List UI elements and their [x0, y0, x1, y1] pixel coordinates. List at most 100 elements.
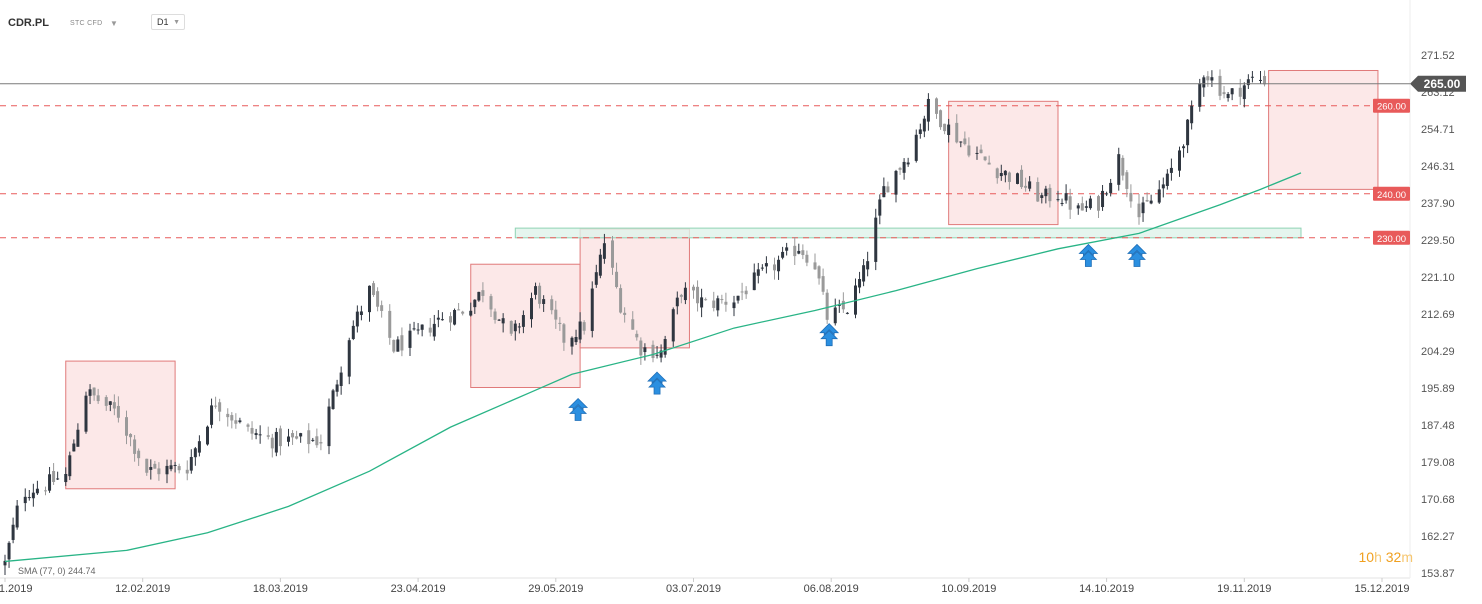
- candle-body: [1028, 181, 1032, 189]
- candle-body: [250, 427, 254, 434]
- candle-body: [1016, 173, 1019, 184]
- candle-body: [959, 141, 963, 143]
- candle-body: [311, 439, 315, 441]
- candle-body: [1007, 172, 1011, 182]
- x-tick-label: 10.09.2019: [941, 583, 996, 595]
- candle-body: [137, 450, 141, 459]
- candle-body: [781, 251, 785, 258]
- candle-body: [432, 323, 436, 337]
- candle-body: [145, 458, 149, 473]
- candle-body: [1230, 88, 1234, 95]
- price-level-badge: [1373, 230, 1410, 245]
- arrow-up-icon: [819, 323, 840, 336]
- support-band: [514, 227, 1302, 239]
- candle-body: [858, 279, 862, 288]
- candle-body: [635, 333, 639, 338]
- y-tick-label: 237.90: [1421, 198, 1455, 210]
- candle-body: [898, 167, 902, 170]
- timer-hours: 10: [1358, 549, 1375, 565]
- candle-body: [1242, 85, 1246, 100]
- candle-body: [521, 315, 525, 327]
- candle-body: [1210, 77, 1214, 81]
- candle-body: [801, 250, 805, 256]
- candle-body: [987, 162, 991, 165]
- chevron-down-icon: ▼: [173, 18, 180, 26]
- y-tick-label: 271.52: [1421, 50, 1455, 62]
- candle-body: [902, 161, 906, 173]
- candle-body: [590, 288, 594, 331]
- candle-body: [663, 339, 667, 355]
- candle-body: [882, 186, 886, 198]
- candle-body: [793, 245, 797, 257]
- candle-body: [48, 474, 52, 491]
- candle-body: [388, 310, 392, 338]
- candle-body: [817, 266, 821, 279]
- candle-body: [368, 285, 371, 313]
- candle-body: [173, 464, 177, 466]
- candle-body: [1226, 93, 1230, 99]
- candle-body: [825, 292, 829, 320]
- candle-body: [615, 271, 619, 288]
- candle-body: [473, 299, 477, 308]
- candle-body: [266, 435, 270, 437]
- candle-body: [428, 327, 432, 333]
- arrow-up-icon: [819, 323, 840, 347]
- candle-body: [1056, 199, 1060, 201]
- candle-body: [1157, 189, 1161, 203]
- candle-body: [493, 311, 497, 320]
- candle-body: [416, 329, 420, 331]
- candle-body: [206, 426, 209, 445]
- candle-body: [481, 290, 485, 296]
- y-tick-label: 179.08: [1421, 457, 1455, 469]
- candle-body: [133, 439, 137, 454]
- symbol-label[interactable]: CDR.PL: [8, 17, 49, 29]
- candle-body: [7, 542, 11, 560]
- candle-body: [234, 420, 238, 424]
- candle-body: [878, 199, 882, 216]
- arrow-up-icon: [1127, 243, 1147, 267]
- candle-body: [550, 299, 554, 311]
- price-level-label: 240.00: [1377, 190, 1406, 201]
- candle-body: [193, 448, 197, 458]
- candle-body: [752, 272, 756, 291]
- candle-body: [538, 285, 542, 304]
- chevron-down-icon[interactable]: ▼: [110, 18, 118, 28]
- candle-body: [631, 319, 635, 330]
- sma-legend[interactable]: SMA (77, 0) 244.74: [18, 566, 96, 576]
- candle-body: [177, 466, 181, 471]
- candle-body: [1246, 79, 1250, 86]
- candle-body: [104, 397, 108, 406]
- x-tick-label: 23.04.2019: [391, 583, 446, 595]
- y-tick-label: 187.48: [1421, 420, 1455, 432]
- candle-body: [1149, 200, 1153, 204]
- candle-body: [165, 465, 169, 475]
- x-tick-label: 14.10.2019: [1079, 583, 1134, 595]
- candle-body: [412, 328, 416, 330]
- candle-body: [108, 401, 112, 405]
- candle-body: [935, 98, 938, 114]
- candle-body: [611, 240, 614, 268]
- candle-body: [866, 261, 870, 270]
- candle-body: [258, 434, 262, 436]
- candle-body: [1222, 92, 1226, 95]
- candle-body: [578, 321, 582, 340]
- candle-body: [995, 168, 999, 179]
- candle-body: [72, 443, 76, 452]
- candle-body: [1121, 157, 1125, 176]
- candle-body: [1088, 198, 1092, 209]
- arrow-up-icon: [1079, 250, 1098, 267]
- candle-body: [736, 295, 740, 301]
- timeframe-select[interactable]: D1 ▼: [151, 14, 185, 30]
- candle-body: [116, 405, 120, 418]
- candle-body: [979, 149, 983, 154]
- candle-body: [696, 286, 700, 304]
- candle-body: [513, 323, 517, 332]
- resistance-zone: [579, 228, 690, 349]
- y-tick-label: 170.68: [1421, 494, 1455, 506]
- candle-body: [23, 496, 27, 504]
- candle-body: [291, 433, 295, 438]
- candle-body: [643, 347, 647, 353]
- sma-line: [4, 172, 1302, 563]
- x-tick-label: 06.08.2019: [804, 583, 859, 595]
